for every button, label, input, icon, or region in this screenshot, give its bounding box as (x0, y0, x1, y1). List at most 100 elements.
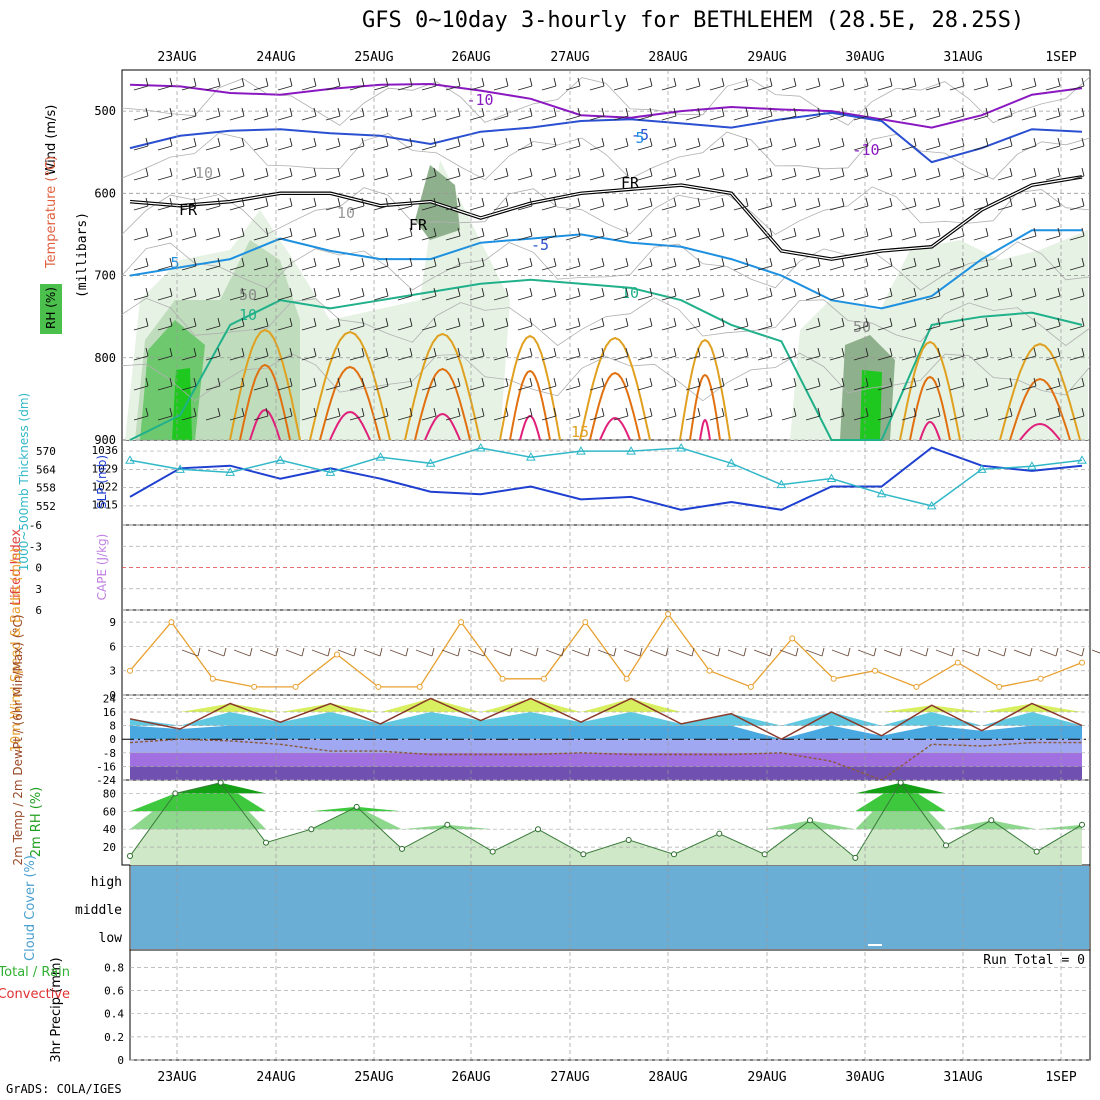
temperature-band (130, 698, 1082, 712)
wind-barb (661, 235, 677, 241)
wind-barb (517, 235, 533, 241)
wind-barb (397, 115, 413, 121)
wind-barb (673, 227, 677, 237)
wind-barb (289, 317, 293, 327)
wind-barb (925, 415, 941, 421)
wind-barb (745, 347, 749, 357)
wind-barb (877, 85, 893, 91)
wind-barb (637, 355, 653, 361)
wind-barb (721, 317, 725, 327)
wind-barb (1021, 175, 1037, 181)
wind-barb (481, 197, 485, 207)
surface-wind-barb (691, 647, 695, 657)
wind-barb (589, 205, 605, 211)
wind-barb (853, 265, 869, 271)
wind-barb (349, 355, 365, 361)
wind-barb (841, 197, 845, 207)
wind-barb (673, 407, 677, 417)
wind-barb (493, 385, 509, 391)
wind-barb (433, 407, 437, 417)
wind-barb (769, 257, 773, 267)
wind-barb (157, 415, 173, 421)
wind-barb (217, 107, 221, 117)
wind-barb (205, 115, 221, 121)
warm-temperature-contour (414, 367, 471, 441)
wind-barb (385, 137, 389, 147)
wind-barb (241, 227, 245, 237)
wind-barb (757, 115, 773, 121)
wind-barb (589, 385, 605, 391)
wind-barb (973, 85, 989, 91)
wind-barb (625, 137, 629, 147)
wind-barb (457, 197, 461, 207)
wind-barb (313, 347, 317, 357)
wind-barb (1009, 167, 1013, 177)
wind-barb (973, 115, 989, 121)
wind-barb (421, 205, 437, 211)
wind-barb (589, 175, 605, 181)
wind-barb (481, 167, 485, 177)
wind-speed-marker (333, 651, 340, 658)
wind-barb (685, 385, 701, 391)
contour-label: -10 (466, 91, 493, 109)
wind-barb (625, 197, 629, 207)
wind-barb (745, 107, 749, 117)
wind-barb (1057, 287, 1061, 297)
wind-barb (745, 287, 749, 297)
wind-barb (949, 295, 965, 301)
wind-barb (841, 377, 845, 387)
wind-barb (421, 385, 437, 391)
wind-barb (421, 175, 437, 181)
wind-barb (913, 167, 917, 177)
wind-barb (469, 205, 485, 211)
wind-barb (277, 115, 293, 121)
wind-barb (157, 385, 173, 391)
wind-barb (469, 265, 485, 271)
wind-barb (133, 205, 149, 211)
wind-barb (409, 167, 413, 177)
wind-barb (601, 227, 605, 237)
wind-barb (253, 355, 269, 361)
pressure-axis-label: (millibars) (75, 212, 90, 298)
wind-barb (325, 145, 341, 151)
wind-barb (973, 415, 989, 421)
wind-barb (157, 265, 173, 271)
contour-label: 15 (571, 423, 589, 441)
wind-speed-marker (416, 683, 423, 690)
lifted-index-axis-label: Lifted Index (9, 528, 24, 605)
wind-barb (433, 287, 437, 297)
wind-barb (841, 137, 845, 147)
wind-speed-marker (375, 683, 382, 690)
wind-barb (937, 347, 941, 357)
wind-barb (133, 415, 149, 421)
wind-barb (289, 407, 293, 417)
wind-barb (241, 347, 245, 357)
warm-temperature-contour (679, 338, 731, 441)
wind-barb (145, 257, 149, 267)
wind-barb (253, 325, 269, 331)
wind-barb (733, 85, 749, 91)
wind-barb (577, 197, 581, 207)
wind-barb (277, 385, 293, 391)
wind-barb (205, 205, 221, 211)
rh-marker (127, 853, 133, 860)
wind-barb (577, 347, 581, 357)
wind-barb (721, 77, 725, 87)
wind-barb (301, 175, 317, 181)
wind-barb (949, 265, 965, 271)
wind-barb (313, 137, 317, 147)
wind-barb (673, 347, 677, 357)
surface-wind-barb (873, 647, 877, 657)
wind-barb (229, 295, 245, 301)
wind-barb (985, 407, 989, 417)
wind-barb (1057, 137, 1061, 147)
wind-barb (133, 295, 149, 301)
wind-barb (625, 227, 629, 237)
wind-barb (925, 325, 941, 331)
wind-barb (361, 317, 365, 327)
wind-barb (1009, 137, 1013, 147)
wind-barb (865, 167, 869, 177)
bottom-date-label: 27AUG (550, 1070, 589, 1085)
wind-barb (205, 175, 221, 181)
wind-barb (397, 235, 413, 241)
